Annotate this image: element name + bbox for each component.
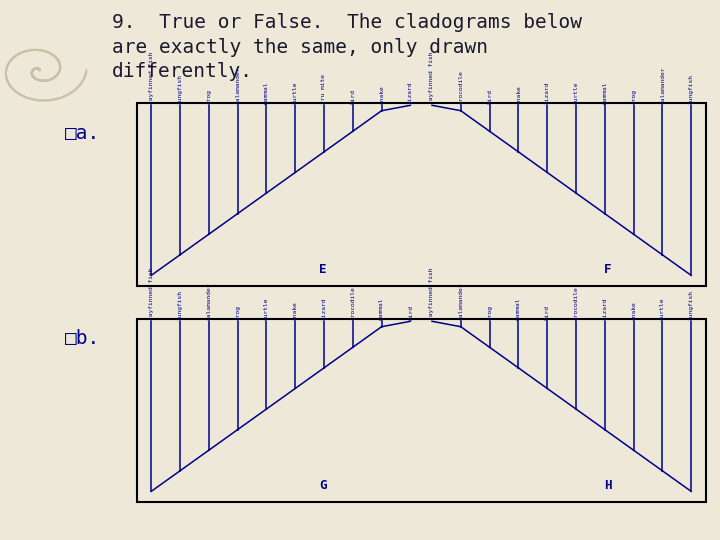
Text: snake: snake: [293, 301, 297, 320]
Text: crocodile: crocodile: [351, 286, 355, 320]
Text: salamander: salamander: [235, 66, 240, 104]
Text: frog: frog: [207, 89, 211, 104]
Text: are exactly the same, only drawn: are exactly the same, only drawn: [112, 38, 487, 57]
Text: rayfinned fish: rayfinned fish: [430, 267, 434, 320]
Text: F: F: [604, 262, 611, 276]
Text: frog: frog: [631, 89, 636, 104]
Text: mammal: mammal: [264, 81, 269, 104]
Text: □a.: □a.: [65, 124, 100, 143]
Text: lizard: lizard: [408, 81, 413, 104]
Text: frog: frog: [487, 305, 492, 320]
Bar: [137, 319, 706, 502]
Text: turtle: turtle: [264, 297, 269, 320]
Text: □b.: □b.: [65, 329, 100, 348]
Bar: [137, 103, 706, 286]
Text: lungfish: lungfish: [178, 73, 182, 104]
Text: rayfinned fish: rayfinned fish: [430, 51, 434, 104]
Text: crocodile: crocodile: [459, 70, 463, 104]
Text: turtle: turtle: [293, 81, 297, 104]
Text: fru mite: fru mite: [322, 73, 326, 104]
Text: mammal: mammal: [603, 81, 607, 104]
Text: snake: snake: [516, 85, 521, 104]
Text: salamander: salamander: [207, 282, 211, 320]
Text: lizard: lizard: [545, 81, 549, 104]
Text: bird: bird: [408, 305, 413, 320]
Text: snake: snake: [379, 85, 384, 104]
Text: crocodile: crocodile: [574, 286, 578, 320]
Text: salamander: salamander: [459, 282, 463, 320]
Text: E: E: [320, 262, 327, 276]
Text: bird: bird: [487, 89, 492, 104]
Text: lizard: lizard: [603, 297, 607, 320]
Text: frog: frog: [235, 305, 240, 320]
Text: rayfinned fish: rayfinned fish: [149, 267, 153, 320]
Text: G: G: [320, 478, 327, 492]
Text: lungfish: lungfish: [689, 289, 693, 320]
Text: lungfish: lungfish: [689, 73, 693, 104]
Text: bird: bird: [545, 305, 549, 320]
Text: rayfinned fish: rayfinned fish: [149, 51, 153, 104]
Text: differently.: differently.: [112, 62, 253, 81]
Text: salamander: salamander: [660, 66, 665, 104]
Text: mammal: mammal: [516, 297, 521, 320]
Text: mammal: mammal: [379, 297, 384, 320]
Text: snake: snake: [631, 301, 636, 320]
Text: lizard: lizard: [322, 297, 326, 320]
Text: lungfish: lungfish: [178, 289, 182, 320]
Text: turtle: turtle: [574, 81, 578, 104]
Text: H: H: [604, 478, 611, 492]
Text: turtle: turtle: [660, 297, 665, 320]
Text: bird: bird: [351, 89, 355, 104]
Text: 9.  True or False.  The cladograms below: 9. True or False. The cladograms below: [112, 14, 582, 32]
